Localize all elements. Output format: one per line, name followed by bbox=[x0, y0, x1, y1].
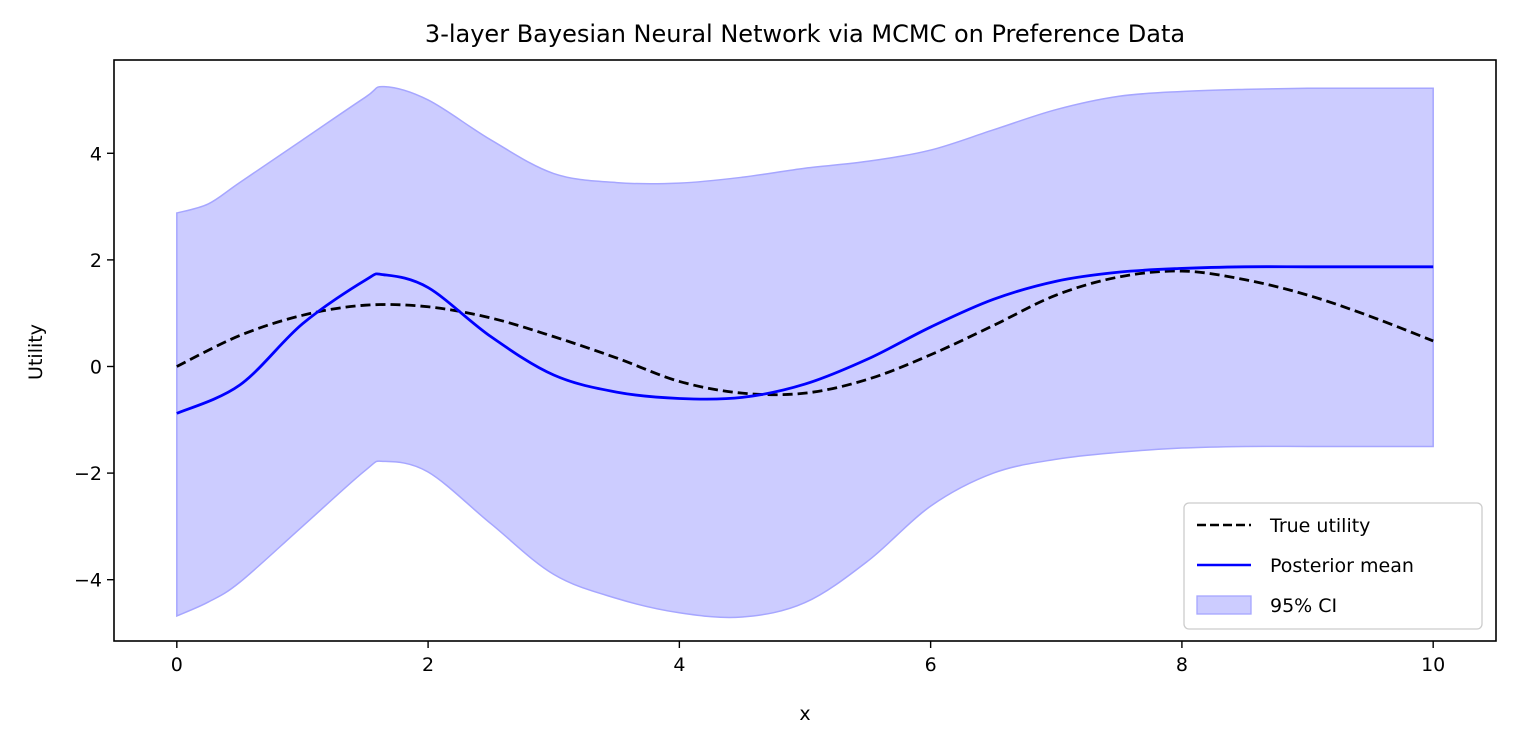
y-tick-label: 0 bbox=[90, 356, 102, 378]
legend-swatch-ci bbox=[1196, 595, 1252, 615]
legend-label-ci: 95% CI bbox=[1270, 595, 1337, 617]
x-tick-label: 0 bbox=[171, 654, 183, 676]
legend-label-true-utility: True utility bbox=[1269, 515, 1370, 537]
chart-title: 3-layer Bayesian Neural Network via MCMC… bbox=[425, 20, 1185, 48]
x-tick-label: 6 bbox=[925, 654, 937, 676]
plot-area bbox=[176, 85, 1434, 619]
posterior-mean-line bbox=[176, 265, 1434, 415]
y-axis: −4 −2 0 2 4 bbox=[74, 143, 114, 592]
y-tick-label: −4 bbox=[74, 570, 102, 592]
legend-label-posterior-mean: Posterior mean bbox=[1270, 555, 1414, 577]
x-axis: 0 2 4 6 8 10 bbox=[171, 641, 1445, 676]
y-axis-label: Utility bbox=[25, 324, 47, 380]
ci-band bbox=[176, 85, 1434, 619]
x-axis-label: x bbox=[799, 703, 810, 725]
legend-box bbox=[1183, 502, 1483, 630]
y-tick-label: 4 bbox=[90, 143, 102, 165]
legend: True utility Posterior mean 95% CI bbox=[1183, 502, 1483, 630]
x-tick-label: 4 bbox=[673, 654, 685, 676]
axes-frame bbox=[113, 59, 1497, 642]
true-utility-line bbox=[176, 269, 1434, 397]
x-tick-label: 8 bbox=[1176, 654, 1188, 676]
y-tick-label: −2 bbox=[74, 463, 102, 485]
x-tick-label: 2 bbox=[422, 654, 434, 676]
x-tick-label: 10 bbox=[1421, 654, 1445, 676]
y-tick-label: 2 bbox=[90, 250, 102, 272]
